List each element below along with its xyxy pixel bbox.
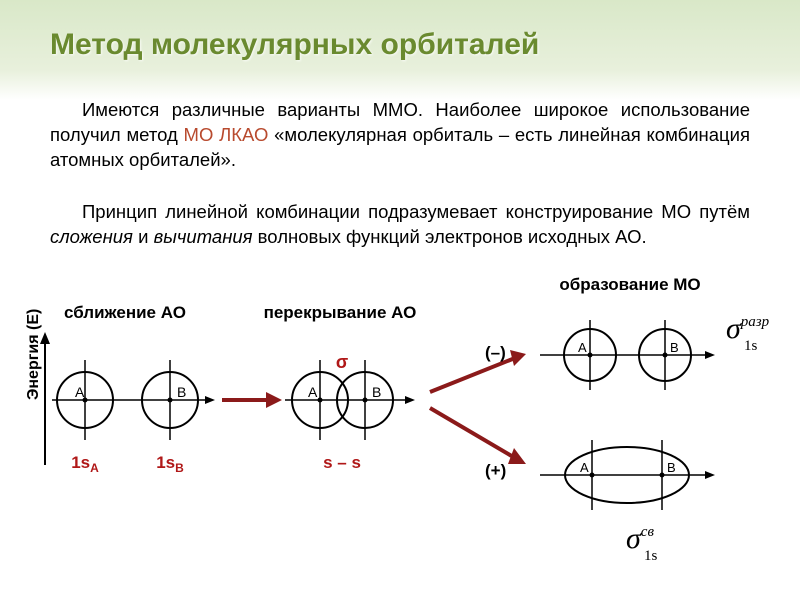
p2-haxis-arrow <box>405 396 415 404</box>
p2-text-5: волновых функций электронов исходных АО. <box>253 226 647 247</box>
minus-label: (–) <box>485 343 506 362</box>
p1-label-a: A <box>75 384 85 400</box>
paragraph-1: Имеются различные варианты ММО. Наиболее… <box>50 98 750 173</box>
sigma-overlap: σ <box>336 352 348 372</box>
p3t-nucleus-a <box>588 353 593 358</box>
p2-italic-1: сложения <box>50 226 133 247</box>
p3t-haxis-arrow <box>705 351 715 359</box>
p3b-haxis-arrow <box>705 471 715 479</box>
page-title: Метод молекулярных орбиталей <box>50 28 539 62</box>
p3b-nucleus-b <box>660 473 665 478</box>
p1-haxis-arrow <box>205 396 215 404</box>
p3t-nucleus-b <box>663 353 668 358</box>
p3b-label-b: B <box>667 460 676 475</box>
sigma-anti-sub: 1s <box>744 338 758 354</box>
p3b-nucleus-a <box>590 473 595 478</box>
energy-axis-label: Энергия (E) <box>25 309 42 400</box>
orbital-diagram: Энергия (E) сближение АО A B 1sA 1sB пер… <box>30 300 770 580</box>
p2-nucleus-a <box>318 398 323 403</box>
p2-s-s: s – s <box>323 453 361 472</box>
p2-label-b: B <box>372 384 381 400</box>
arrow-up-head <box>510 350 526 366</box>
p2-label-a: A <box>308 384 318 400</box>
p1-nucleus-b <box>168 398 173 403</box>
plus-label: (+) <box>485 461 506 480</box>
approach-label: сближение АО <box>64 303 186 322</box>
arrow1-head <box>266 392 282 408</box>
paragraph-2: Принцип линейной комбинации подразумевае… <box>50 200 750 250</box>
p3t-label-b: B <box>670 340 679 355</box>
overlap-label: перекрывание АО <box>264 303 417 322</box>
p3t-label-a: A <box>578 340 587 355</box>
p2-text-3: и <box>133 226 154 247</box>
p1-1sa: 1sA <box>71 453 99 475</box>
p1-label-b: B <box>177 384 186 400</box>
p3b-label-a: A <box>580 460 589 475</box>
sigma-bond-sub: 1s <box>644 548 658 564</box>
arrow-to-antibonding <box>430 358 515 392</box>
p2-text-1: Принцип линейной комбинации подразумевае… <box>82 201 750 222</box>
formation-label: образование МО <box>559 275 700 294</box>
arrow-to-bonding <box>430 408 515 458</box>
p1-accent: МО ЛКАО <box>184 124 269 145</box>
p2-italic-2: вычитания <box>154 226 253 247</box>
p2-nucleus-b <box>363 398 368 403</box>
p1-1sb: 1sB <box>156 453 184 475</box>
